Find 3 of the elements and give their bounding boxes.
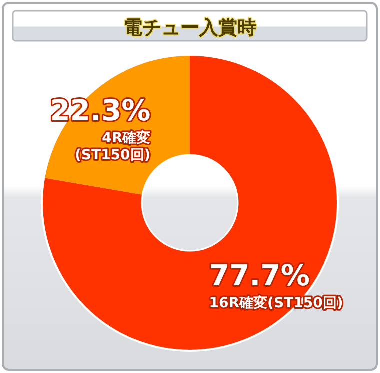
chart-title: 電チュー入賞時	[124, 17, 256, 39]
data-label: 77.7%	[209, 258, 310, 292]
slice-label: 4R確変(ST150回)	[75, 130, 151, 164]
